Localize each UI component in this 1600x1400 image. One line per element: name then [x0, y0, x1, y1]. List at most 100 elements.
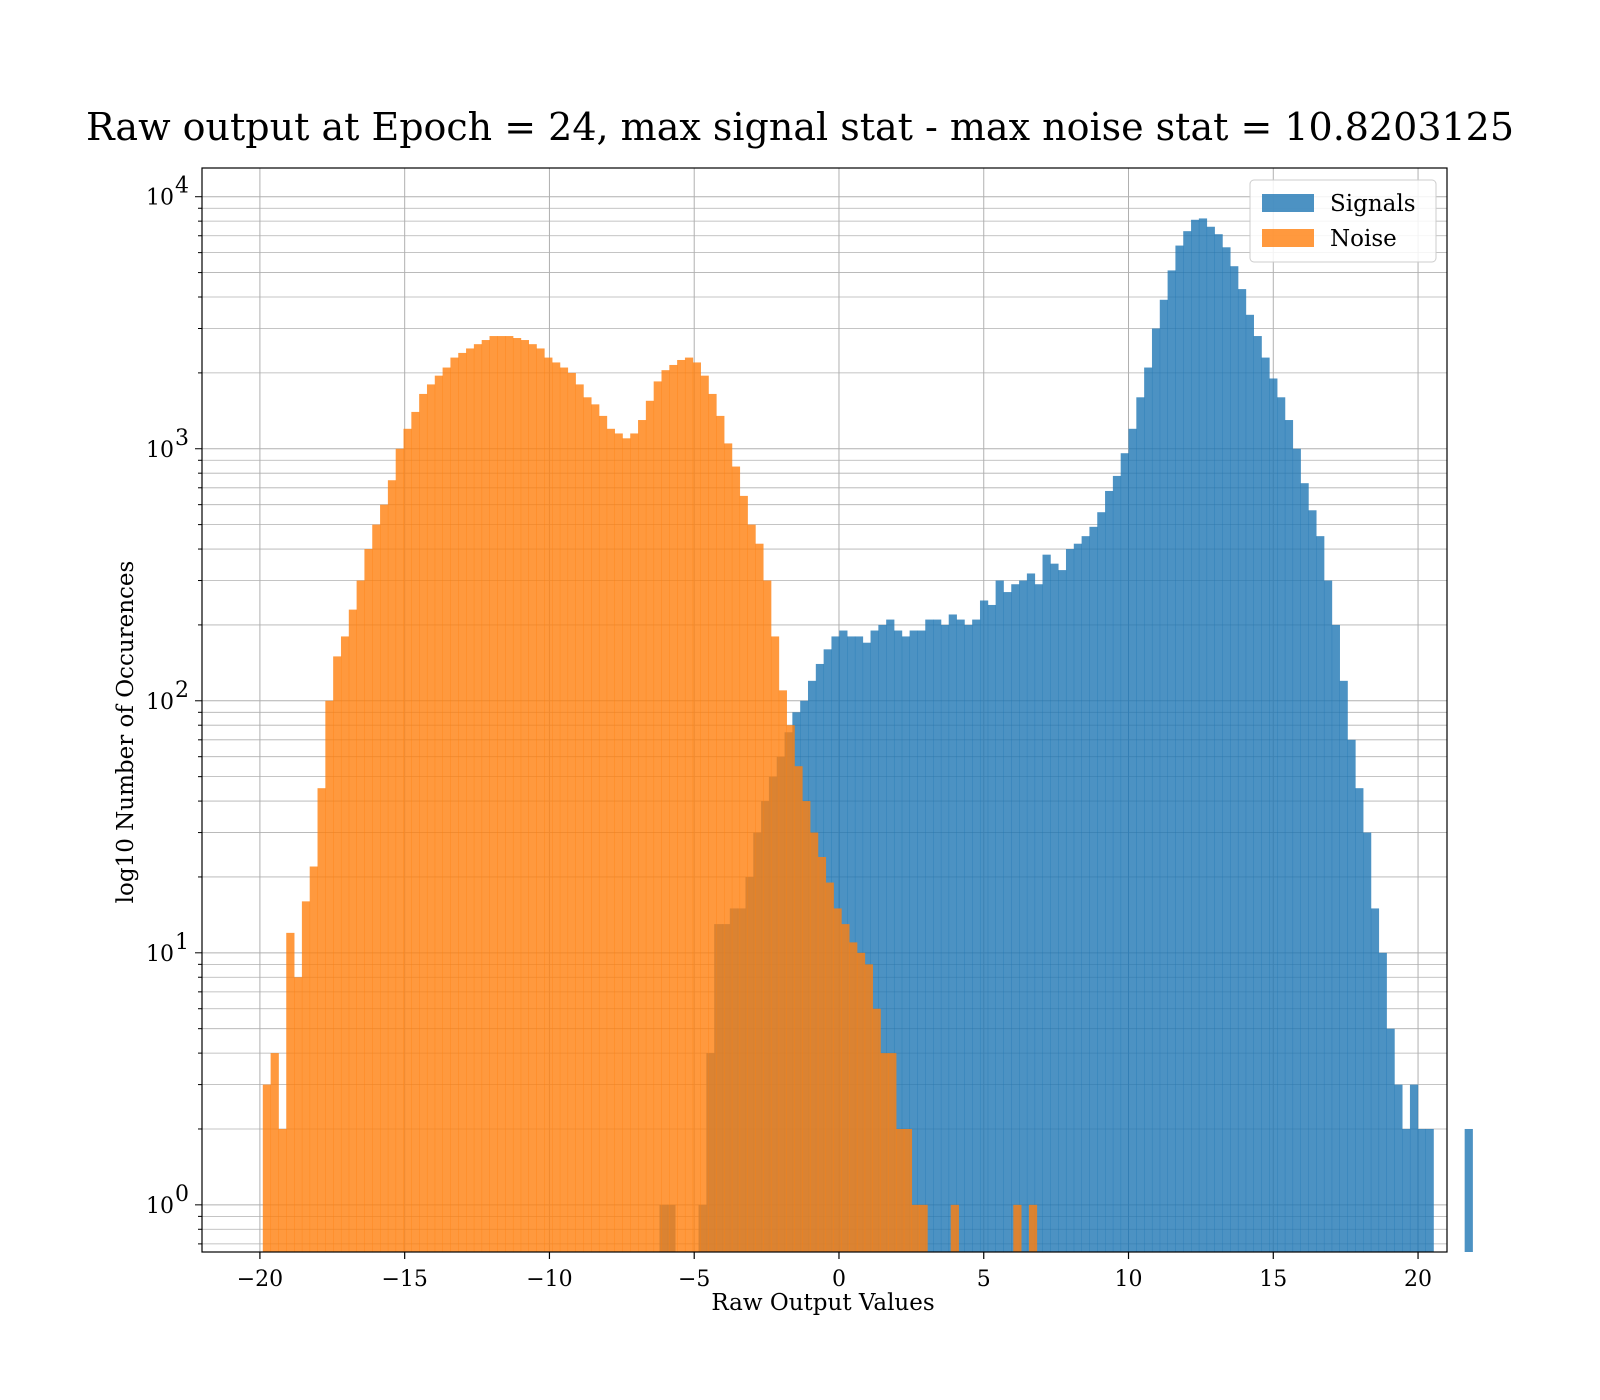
- histogram-bar: [1026, 573, 1036, 1252]
- x-tick-label: −5: [678, 1267, 710, 1292]
- histogram-bar: [1363, 832, 1372, 1252]
- x-tick-label: −20: [237, 1267, 283, 1292]
- histogram-bar: [700, 375, 709, 1252]
- histogram-bar: [434, 375, 444, 1252]
- y-tick-label: 10: [146, 942, 174, 967]
- histogram-bar: [630, 433, 639, 1252]
- histogram-bar: [380, 504, 389, 1253]
- y-tick-exponent: 4: [175, 174, 189, 199]
- histogram-bar: [606, 428, 615, 1253]
- histogram-bar: [802, 801, 811, 1252]
- histogram-bar: [294, 977, 303, 1252]
- histogram-bar: [1292, 448, 1301, 1252]
- histogram-bar: [1175, 245, 1184, 1253]
- histogram-bar: [559, 367, 569, 1253]
- histogram-bar: [1339, 680, 1348, 1252]
- histogram-bar: [854, 636, 864, 1252]
- histogram-bar: [1151, 328, 1161, 1252]
- histogram-bar: [684, 357, 694, 1252]
- histogram-bar: [755, 543, 764, 1252]
- histogram-bar: [903, 1128, 913, 1252]
- histogram-bar: [995, 580, 1004, 1252]
- histogram-bar: [739, 495, 748, 1252]
- histogram-bar: [1394, 1084, 1403, 1252]
- histogram-bar: [901, 636, 911, 1252]
- histogram-bar: [1050, 563, 1059, 1252]
- histogram-bar: [1464, 1128, 1473, 1252]
- histogram-bar: [317, 788, 326, 1252]
- histogram-bar: [1097, 512, 1106, 1252]
- histogram-bar: [1198, 218, 1208, 1252]
- histogram-bar: [1386, 1028, 1395, 1252]
- histogram-bar: [653, 381, 662, 1253]
- legend-swatch: [1262, 194, 1314, 212]
- y-tick-exponent: 0: [175, 1182, 189, 1207]
- histogram-bar: [458, 352, 467, 1252]
- histogram-bar: [1230, 266, 1239, 1252]
- histogram-bar: [716, 415, 725, 1252]
- histogram-bar: [598, 415, 608, 1252]
- histogram-bar: [841, 924, 850, 1252]
- histogram-bar: [1206, 226, 1215, 1252]
- histogram-bar: [849, 942, 858, 1252]
- histogram-bar: [692, 362, 701, 1253]
- histogram-bar: [505, 336, 514, 1253]
- histogram-bar: [442, 367, 451, 1253]
- histogram-bar: [1019, 580, 1028, 1252]
- histogram-bar: [872, 1008, 881, 1252]
- histogram-bar: [583, 397, 592, 1253]
- histogram-bar: [1417, 1128, 1426, 1252]
- histogram-bar: [870, 630, 879, 1252]
- histogram-bar: [1347, 739, 1356, 1252]
- noise-bars: [262, 336, 1038, 1253]
- histogram-bar: [497, 336, 506, 1253]
- legend-label: Signals: [1330, 191, 1416, 217]
- histogram-bar: [395, 448, 404, 1252]
- histogram-bar: [1073, 543, 1083, 1252]
- histogram-bar: [1253, 336, 1262, 1253]
- histogram-bar: [940, 624, 950, 1252]
- legend-label: Noise: [1330, 226, 1397, 252]
- histogram-bar: [325, 700, 334, 1252]
- histogram-bar: [810, 832, 819, 1252]
- histogram-bar: [1237, 289, 1247, 1253]
- histogram-bar: [1222, 247, 1231, 1253]
- histogram-bar: [862, 642, 871, 1252]
- histogram-bar: [1028, 1204, 1038, 1252]
- histogram-bar: [1425, 1128, 1434, 1252]
- histogram-bar: [528, 344, 537, 1252]
- histogram-bar: [262, 1084, 272, 1252]
- histogram-bar: [466, 348, 475, 1253]
- histogram-bar: [917, 630, 926, 1252]
- x-axis-ticks: −20 −15 −10 −5 0 5 10 15 20: [237, 1252, 1432, 1292]
- histogram-bar: [896, 1128, 905, 1252]
- legend: Signals Noise: [1249, 179, 1437, 263]
- histogram-bar: [1128, 428, 1137, 1253]
- histogram-bar: [731, 466, 741, 1252]
- histogram-bar: [880, 1053, 889, 1252]
- histogram-bar: [770, 636, 780, 1252]
- histogram-bar: [724, 443, 733, 1253]
- histogram-bar: [1112, 475, 1122, 1252]
- y-tick-exponent: 1: [175, 930, 189, 955]
- histogram-bar: [708, 393, 717, 1253]
- histogram-bar: [512, 338, 522, 1252]
- histogram-bar: [1105, 490, 1114, 1252]
- x-tick-label: 5: [977, 1267, 991, 1292]
- histogram-bar: [864, 964, 873, 1252]
- histogram-bar: [909, 630, 918, 1252]
- histogram-bar: [933, 619, 942, 1252]
- histogram-bar: [1402, 1128, 1411, 1252]
- histogram-bar: [987, 604, 997, 1252]
- histogram-bar: [911, 1204, 920, 1252]
- histogram-bar: [489, 336, 498, 1253]
- histogram-bar: [270, 1053, 279, 1252]
- histogram-bar: [747, 524, 756, 1252]
- y-tick-exponent: 3: [175, 426, 189, 451]
- histogram-bar: [622, 438, 631, 1253]
- histogram-bar: [956, 619, 965, 1252]
- histogram-bar: [567, 372, 576, 1252]
- histogram-bar: [1245, 314, 1254, 1252]
